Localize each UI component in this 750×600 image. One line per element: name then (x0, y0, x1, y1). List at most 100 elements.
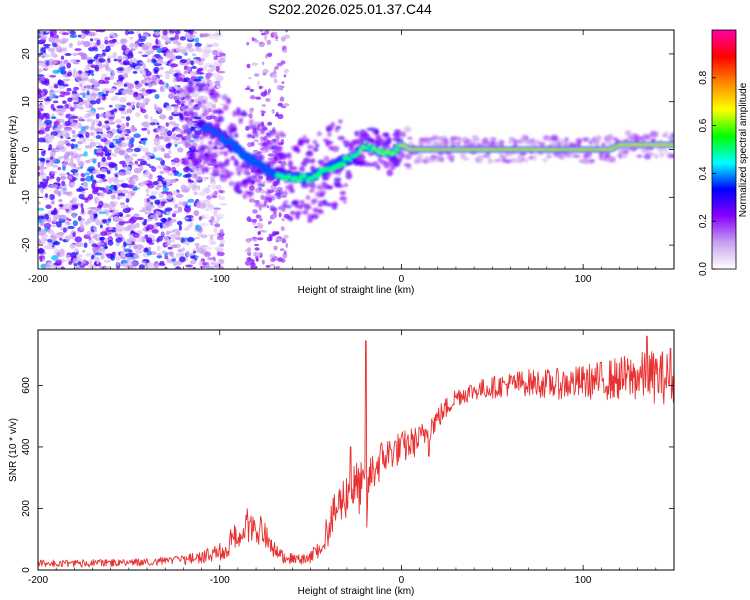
spectrogram-noise-blob (132, 92, 139, 98)
spectrogram-noise-blob (216, 34, 223, 38)
spectrogram-noise-blob (124, 30, 130, 36)
spectrogram-noise-blob (40, 241, 45, 245)
spectrogram-ridge-cell (347, 157, 352, 162)
spectrogram-ridge-halo (210, 86, 216, 93)
spectrogram-noise-blob (112, 208, 116, 214)
spectrogram-ridge-halo (217, 115, 224, 123)
spectrogram-ridge-cell (495, 149, 497, 150)
spectrogram-ridge-halo (301, 183, 309, 189)
spectrogram-noise-blob (159, 114, 167, 120)
spectrogram-noise-blob (81, 207, 85, 214)
spectrogram-ridge-halo (304, 203, 311, 210)
spectrogram-noise-blob (261, 113, 265, 117)
spectrogram-ridge-halo (194, 160, 199, 166)
spectrogram-ridge-cell (286, 174, 292, 180)
spectrogram-ridge-halo (261, 127, 267, 132)
spectrogram-noise-blob (113, 108, 118, 112)
spectrogram-noise-blob (172, 133, 177, 137)
spectrogram-ridge-halo (337, 184, 344, 188)
spectrogram-noise-blob (117, 192, 126, 197)
spectrogram-ridge-cell (638, 143, 641, 146)
spectrogram-noise-blob (44, 193, 48, 198)
spectrogram-noise-blob (70, 182, 77, 186)
spectrogram-noise-blob (143, 77, 150, 82)
spectrogram-noise-blob (189, 266, 194, 269)
snr-y-tick-label: 600 (21, 377, 32, 394)
spectrogram-noise-blob (79, 129, 87, 135)
spectrogram-noise-blob (81, 197, 90, 201)
spectrogram-noise-blob (165, 230, 170, 236)
spectrogram-ridge-halo (219, 174, 225, 178)
spectrogram-noise-blob (38, 187, 43, 191)
spectrogram-noise-blob (73, 143, 79, 148)
spectrogram-ridge-halo (339, 190, 346, 196)
spectrogram-noise-blob (125, 116, 131, 122)
spectrogram-noise-blob (45, 30, 50, 33)
spectrogram-noise-blob (155, 211, 162, 216)
spectrogram-noise-blob (216, 48, 222, 52)
spectrogram-noise-blob (86, 110, 95, 113)
spectrogram-ridge-cell (407, 147, 410, 150)
spectrogram-noise-blob (121, 55, 129, 60)
spectrogram-ridge-halo (532, 154, 537, 161)
spectrogram-noise-blob (62, 162, 68, 167)
spectrogram-ridge-halo (663, 149, 668, 154)
spectrogram-noise-blob (131, 175, 138, 178)
spectrogram-ridge-halo (182, 109, 187, 115)
spectrogram-ridge-cell (504, 149, 506, 150)
spectrogram-ridge-cell (468, 148, 471, 151)
spectrogram-noise-blob (279, 96, 285, 102)
spectrogram-ridge-cell (484, 148, 486, 151)
snr-y-tick-label: 400 (21, 438, 32, 455)
spectrogram-noise-blob (116, 172, 125, 176)
spectrogram-noise-blob (138, 33, 142, 39)
spectrogram-ridge-halo (363, 161, 370, 167)
spectrogram-ridge-cell (453, 149, 456, 150)
spectrogram-noise-blob (136, 102, 144, 108)
spectrogram-ridge-halo (224, 174, 232, 179)
spectrogram-noise-blob (220, 238, 225, 245)
spectrogram-noise-blob (139, 69, 147, 75)
spectrogram-noise-blob (201, 48, 207, 55)
spectrogram-noise-blob (158, 81, 165, 85)
spectrogram-noise-blob (134, 249, 143, 254)
spectrogram-ridge-halo (604, 152, 611, 158)
spectrogram-ridge-cell (576, 149, 578, 150)
spectrogram-noise-blob (207, 184, 211, 188)
spectrogram-noise-blob (110, 110, 115, 115)
spectrogram-noise-blob (188, 183, 193, 189)
spectrogram-noise-blob (138, 264, 145, 269)
spectrogram-noise-blob (38, 157, 46, 161)
spectrogram-noise-blob (151, 55, 155, 59)
spectrogram-ridge-cell (455, 148, 458, 151)
spectrogram-noise-blob (188, 139, 195, 143)
spectrogram-noise-blob (202, 160, 209, 165)
spectrogram-noise-blob (83, 151, 88, 157)
spectrogram-noise-blob (209, 207, 213, 213)
spectrogram-noise-blob (71, 93, 78, 99)
spectrogram-ridge-halo (184, 160, 191, 168)
spectrogram-noise-blob (135, 60, 144, 67)
spectrogram-ridge-halo (343, 183, 349, 187)
spectrogram-noise-blob (62, 164, 66, 171)
spectrogram-ridge-halo (276, 145, 283, 151)
spectrogram-ridge-halo (462, 157, 470, 161)
spectrogram-ridge-cell (562, 149, 565, 150)
spectrogram-noise-blob (144, 114, 149, 119)
spectrogram-ridge-halo (601, 142, 606, 147)
spectrogram-noise-blob (95, 118, 100, 124)
spectrogram-ridge-halo (310, 182, 317, 190)
spectrogram-noise-blob (66, 62, 72, 69)
spectrogram-noise-blob (50, 200, 55, 205)
spectrogram-ridge-halo (272, 132, 278, 136)
spectrogram-ridge-halo (489, 137, 497, 142)
spectrogram-noise-blob (181, 124, 190, 130)
spectrogram-y-tick-label: 0 (21, 146, 32, 152)
spectrogram-noise-blob (217, 213, 225, 218)
spectrogram-noise-blob (133, 133, 141, 138)
spectrogram-noise-blob (179, 36, 186, 41)
spectrogram-ridge-halo (450, 136, 459, 141)
spectrogram-noise-blob (85, 252, 92, 257)
spectrogram-noise-blob (104, 266, 112, 269)
spectrogram-noise-blob (91, 183, 96, 190)
